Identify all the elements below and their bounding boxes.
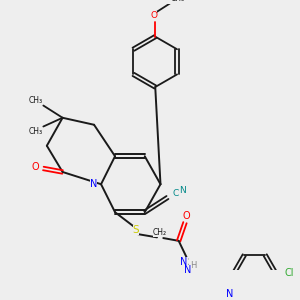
Text: CH₃: CH₃ bbox=[28, 127, 42, 136]
Text: CH₂: CH₂ bbox=[153, 228, 167, 237]
Text: N: N bbox=[90, 179, 97, 189]
Text: O: O bbox=[150, 11, 157, 20]
Text: Cl: Cl bbox=[285, 268, 295, 278]
Text: N: N bbox=[180, 257, 188, 267]
Text: H: H bbox=[190, 261, 197, 270]
Text: S: S bbox=[133, 225, 139, 236]
Text: N: N bbox=[179, 186, 186, 195]
Text: C: C bbox=[173, 189, 179, 198]
Text: CH₃: CH₃ bbox=[171, 0, 185, 3]
Text: O: O bbox=[32, 162, 40, 172]
Text: N: N bbox=[184, 265, 192, 275]
Text: O: O bbox=[182, 211, 190, 221]
Text: N: N bbox=[226, 289, 234, 299]
Text: CH₃: CH₃ bbox=[28, 97, 42, 106]
